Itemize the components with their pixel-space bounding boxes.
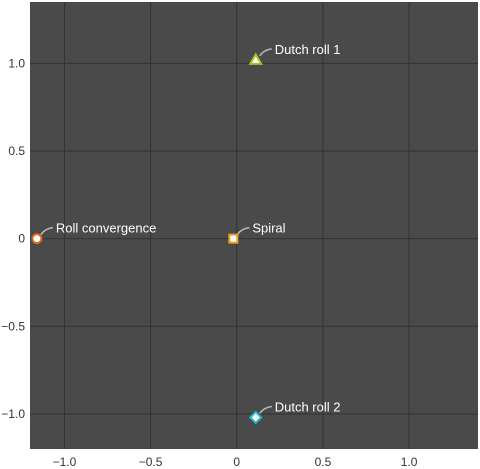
data-point: Dutch roll 2 <box>248 399 341 425</box>
y-tick-label: −0.5 <box>1 319 25 333</box>
label-connector <box>259 48 272 57</box>
y-tick-label: 1.0 <box>8 56 25 70</box>
diamond-marker <box>248 410 263 425</box>
label-connector <box>259 405 272 414</box>
x-tick-label: −0.5 <box>139 455 163 469</box>
label-connector <box>40 226 54 236</box>
x-tick-label: −1.0 <box>53 455 77 469</box>
data-point: Roll convergence <box>31 221 156 245</box>
y-tick-label: −1.0 <box>1 407 25 421</box>
data-point: Spiral <box>228 221 286 244</box>
circle-marker <box>31 233 43 245</box>
triangle-marker <box>248 52 263 65</box>
y-tick-label: 0.5 <box>8 144 25 158</box>
y-tick-label: 0 <box>18 232 25 246</box>
point-label: Roll convergence <box>56 221 156 236</box>
point-label: Dutch roll 1 <box>275 42 341 57</box>
x-axis-tick-labels: −1.0 −0.5 0 0.5 1.0 <box>53 455 418 469</box>
data-point: Dutch roll 1 <box>248 42 341 65</box>
x-tick-label: 0 <box>233 455 240 469</box>
x-tick-label: 1.0 <box>401 455 418 469</box>
plot-area <box>30 2 478 449</box>
point-label: Dutch roll 2 <box>275 399 341 414</box>
y-axis-tick-labels: 1.0 0.5 0 −0.5 −1.0 <box>1 56 25 421</box>
square-marker <box>228 233 239 244</box>
data-points: Roll convergence Spiral Dutch roll 1 Dutch … <box>31 42 341 425</box>
x-tick-label: 0.5 <box>315 455 332 469</box>
point-label: Spiral <box>252 221 285 236</box>
